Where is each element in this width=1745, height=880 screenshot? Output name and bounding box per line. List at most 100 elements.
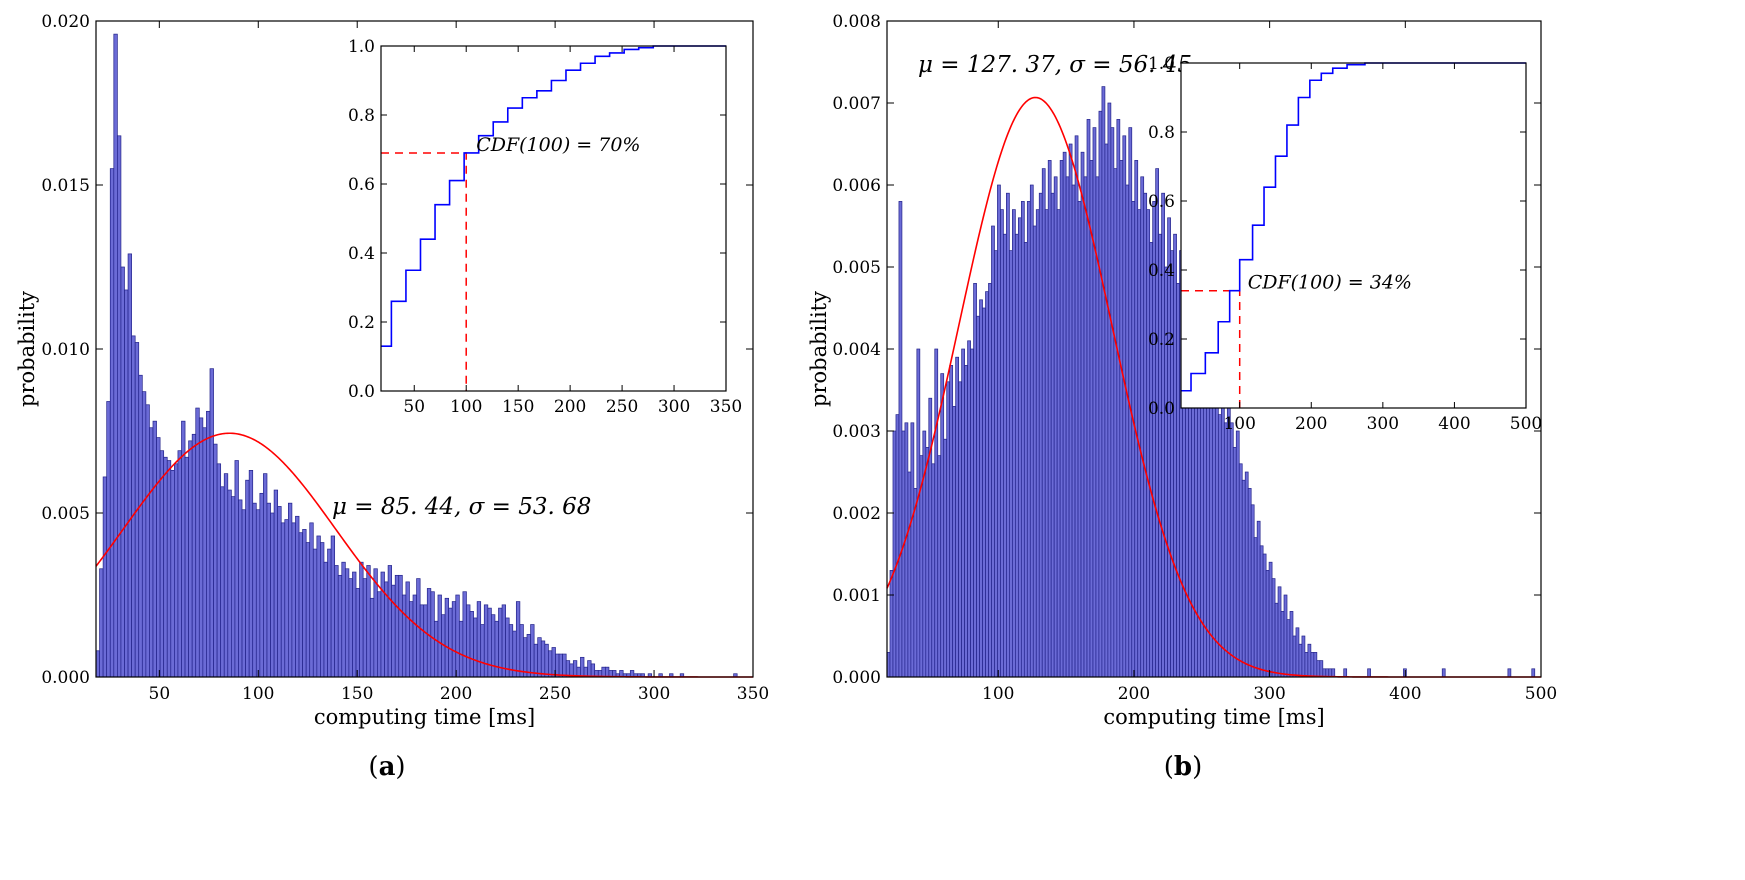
histogram-bar xyxy=(565,660,571,678)
histogram-bar xyxy=(916,348,921,678)
histogram-bar xyxy=(1077,201,1082,678)
histogram-bar xyxy=(1032,225,1037,678)
histogram-bar xyxy=(1101,86,1106,678)
y-tick-label: 0.007 xyxy=(832,94,881,114)
inset-x-tick-label: 200 xyxy=(554,397,586,417)
histogram-bar xyxy=(177,450,182,678)
histogram-bar xyxy=(1122,135,1127,678)
histogram-bar xyxy=(1065,176,1070,678)
histogram-bar xyxy=(191,433,197,678)
y-tick-label: 0.001 xyxy=(832,586,881,606)
histogram-bar xyxy=(462,591,467,678)
histogram-bar xyxy=(252,502,257,678)
histogram-bar xyxy=(398,574,403,678)
inset-background-b xyxy=(1181,63,1526,408)
histogram-bar xyxy=(1107,102,1112,678)
histogram-bar xyxy=(1259,545,1264,678)
histogram-bar xyxy=(163,456,168,678)
histogram-bar xyxy=(220,486,225,678)
histogram-bar xyxy=(1158,233,1162,678)
inset-y-tick-label: 0.6 xyxy=(1148,192,1175,212)
histogram-bar xyxy=(348,578,353,678)
histogram-bar xyxy=(1271,578,1276,678)
panel-label-close-a: ) xyxy=(395,752,405,782)
histogram-bar xyxy=(895,414,900,678)
histogram-bar xyxy=(1050,192,1055,678)
histogram-bar xyxy=(1531,668,1536,678)
histogram-bar xyxy=(394,574,400,678)
fit-mu-b: μ = 127. 37, xyxy=(918,52,1069,78)
histogram-bar xyxy=(359,561,364,678)
histogram-bar xyxy=(127,253,132,678)
histogram-bar xyxy=(1295,627,1300,678)
histogram-bar xyxy=(562,653,567,678)
histogram-bar xyxy=(537,637,542,678)
histogram-bar xyxy=(469,611,474,678)
inset-y-tick-label: 0.6 xyxy=(348,175,375,195)
x-tick-label: 100 xyxy=(242,684,274,704)
y-tick-label: 0.002 xyxy=(832,504,881,524)
cdf-step-line-a xyxy=(381,45,726,347)
histogram-bar xyxy=(302,529,307,678)
histogram-bar xyxy=(901,430,906,678)
inset-x-tick-label: 100 xyxy=(450,397,482,417)
histogram-bar xyxy=(1104,143,1109,678)
cdf-annotation-a: CDF(100) = 70% xyxy=(476,134,640,156)
panel-label-letter-a: a xyxy=(379,752,396,782)
histogram-bar xyxy=(170,470,175,678)
histogram-bar xyxy=(988,283,992,678)
histogram-bar xyxy=(295,515,300,678)
cdf-step-line-b xyxy=(1181,62,1526,392)
histogram-bar xyxy=(491,614,496,678)
histogram-bar xyxy=(330,535,336,678)
histogram-bar xyxy=(955,356,959,678)
histogram-bar xyxy=(466,604,471,678)
histogram-bar xyxy=(937,455,942,678)
histogram-bar xyxy=(1119,160,1124,678)
histogram-bar xyxy=(298,532,303,678)
histogram-bar xyxy=(430,591,435,678)
histogram-bar xyxy=(1000,209,1004,678)
histogram-bar xyxy=(387,565,392,678)
histogram-bar xyxy=(1038,192,1043,678)
inset-x-tick-label: 300 xyxy=(658,397,690,417)
histogram-bar xyxy=(889,570,894,678)
panel-label-b: (b) xyxy=(1164,752,1203,782)
histogram-bar xyxy=(1367,668,1371,678)
histogram-bar xyxy=(1313,652,1318,678)
x-axis-label-a: computing time [ms] xyxy=(314,705,535,729)
histogram-bar xyxy=(109,168,115,678)
histogram-bar xyxy=(949,365,954,678)
histogram-bar xyxy=(409,601,414,678)
panel-label-open-a: ( xyxy=(368,752,378,782)
histogram-bar xyxy=(1026,201,1031,678)
inset-y-tick-label: 0.0 xyxy=(348,382,375,402)
histogram-bar xyxy=(1307,643,1312,678)
histogram-bar xyxy=(892,430,897,678)
histogram-bar xyxy=(99,568,104,678)
histogram-bar xyxy=(241,509,246,678)
histogram-bar xyxy=(946,381,951,678)
x-tick-label: 300 xyxy=(638,684,670,704)
inset-x-tick-label: 500 xyxy=(1510,414,1542,434)
histogram-bar xyxy=(961,348,965,678)
histogram-bar xyxy=(1047,160,1052,678)
panel-a: 50 100 150 200 250 300 350 0.0000.0050.0100.01… xyxy=(15,12,769,782)
histogram-bar xyxy=(1229,422,1234,678)
histogram-bar xyxy=(964,365,968,678)
histogram-bar xyxy=(444,597,449,678)
histogram-bar xyxy=(1507,668,1512,678)
x-tick-label: 350 xyxy=(737,684,769,704)
histogram-bar xyxy=(1083,176,1088,678)
histogram-bar xyxy=(341,561,346,678)
histogram-bar xyxy=(248,470,254,678)
histogram-bar xyxy=(1068,143,1073,678)
histogram-bar xyxy=(540,640,546,678)
histogram-bar xyxy=(238,499,243,678)
x-tick-label: 50 xyxy=(149,684,171,704)
histogram-bar xyxy=(355,588,360,678)
histogram-bar xyxy=(1217,414,1222,678)
histogram-bar xyxy=(255,509,261,678)
inset-x-tick-label: 300 xyxy=(1367,414,1399,434)
